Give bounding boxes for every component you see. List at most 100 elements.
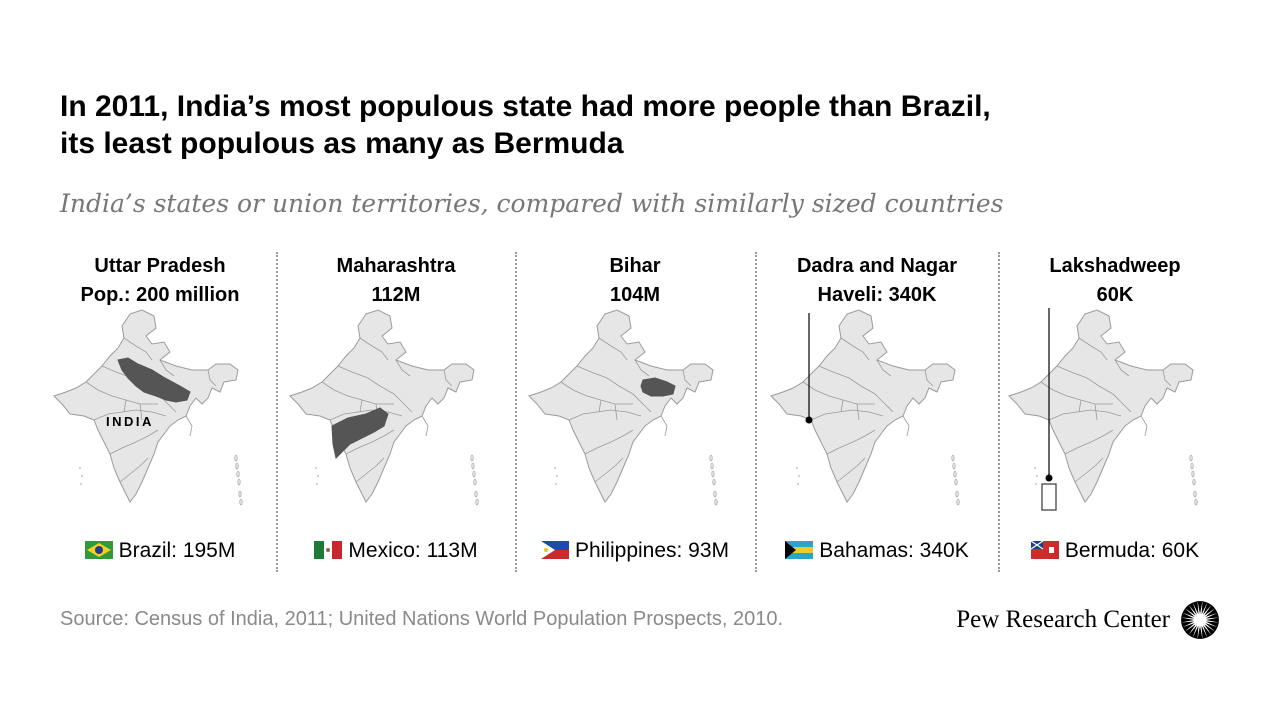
india-outline <box>528 309 718 506</box>
state-border <box>1094 403 1098 421</box>
country-comparison: Bahamas: 340K <box>757 539 997 563</box>
state-border <box>818 365 862 387</box>
state-population: 112M <box>371 284 421 306</box>
highlight-maharashtra <box>331 407 389 460</box>
panel-title: Maharashtra 112M <box>276 252 516 310</box>
state-border <box>1140 415 1148 437</box>
state-border <box>1098 385 1132 413</box>
island <box>81 475 83 477</box>
logo-ray <box>1204 624 1216 636</box>
india-map: INDIA <box>53 309 243 506</box>
state-border <box>379 385 413 413</box>
logo-ray <box>1203 602 1212 615</box>
islands-box <box>1041 483 1057 511</box>
country-comparison: Bermuda: 60K <box>995 539 1235 563</box>
logo-ray <box>1197 626 1203 639</box>
island <box>711 470 715 478</box>
island <box>796 467 798 469</box>
state-border <box>119 457 149 483</box>
state-border <box>1048 409 1122 421</box>
state-border <box>123 337 153 361</box>
state-border <box>109 429 159 455</box>
panel-bihar: Bihar 104M Philippines: 93M <box>515 250 755 580</box>
island <box>1190 462 1194 470</box>
mexico-flag-icon <box>314 541 343 559</box>
island <box>239 498 243 506</box>
panel-dadra-and-nagar-haveli: Dadra and Nagar Haveli: 340K Bahamas: 34… <box>757 250 997 580</box>
panel-title: Bihar 104M <box>515 252 755 310</box>
state-border <box>355 457 385 483</box>
source-note: Source: Census of India, 2011; United Na… <box>60 608 784 630</box>
island <box>238 490 242 498</box>
panel-title: Uttar Pradesh Pop.: 200 million <box>40 252 280 310</box>
island <box>79 467 81 469</box>
state-border <box>395 359 411 377</box>
logo-ray <box>1188 625 1197 638</box>
state-border <box>614 403 618 421</box>
map-country-label: INDIA <box>106 414 154 429</box>
state-population: 104M <box>609 284 661 306</box>
panel-divider <box>515 252 517 572</box>
state-border <box>836 457 866 483</box>
state-border <box>876 359 892 377</box>
chart-subtitle: India’s states or union territories, com… <box>60 189 1004 218</box>
country-comparison: Philippines: 93M <box>515 539 755 563</box>
state-border <box>207 369 217 387</box>
state-border <box>856 403 860 421</box>
island <box>556 475 558 477</box>
sunburst-logo-icon <box>1181 601 1219 639</box>
island <box>1035 483 1037 485</box>
india-landmass <box>1008 309 1194 503</box>
state-border <box>123 399 127 413</box>
island <box>798 475 800 477</box>
state-population: 60K <box>1096 284 1134 306</box>
state-border <box>598 399 602 413</box>
logo-ray <box>1181 617 1194 623</box>
logo-ray <box>1197 601 1203 614</box>
state-border <box>840 399 844 413</box>
island <box>714 498 718 506</box>
state-border <box>810 409 884 421</box>
bermuda-flag-icon <box>1030 541 1059 559</box>
india-map <box>289 309 479 506</box>
india-outline <box>289 309 479 506</box>
island <box>234 454 238 462</box>
logo-ray <box>1181 621 1195 628</box>
island <box>1191 470 1195 478</box>
logo-ray <box>1181 612 1195 619</box>
state-border <box>802 381 875 405</box>
panel-title: Lakshadweep 60K <box>995 252 1235 310</box>
island <box>315 467 317 469</box>
state-border <box>860 385 894 413</box>
island <box>710 462 714 470</box>
india-outline <box>770 309 960 506</box>
logo-ray <box>1192 601 1199 615</box>
logo-ray <box>1201 625 1208 639</box>
state-name: Dadra and Nagar <box>796 255 958 277</box>
india-map <box>1008 308 1198 511</box>
state-border <box>594 457 624 483</box>
logo-ray <box>1205 612 1219 619</box>
island <box>1194 498 1198 506</box>
state-border <box>329 409 403 421</box>
panel-title: Dadra and Nagar Haveli: 340K <box>757 252 997 310</box>
island <box>797 483 799 485</box>
state-name: Uttar Pradesh <box>94 255 226 277</box>
state-border <box>568 409 642 421</box>
panel-maharashtra: Maharashtra 112M Mexico: 113M <box>276 250 516 580</box>
country-label: Mexico: 113M <box>348 539 478 562</box>
logo-ray <box>1188 602 1197 615</box>
island <box>316 483 318 485</box>
chart-title: In 2011, India’s most populous state had… <box>60 88 1210 162</box>
country-comparison: Brazil: 195M <box>40 539 280 563</box>
island <box>237 478 241 486</box>
india-outline <box>1008 309 1198 506</box>
state-border <box>1074 457 1104 483</box>
logo-ray <box>1205 621 1219 628</box>
state-border <box>634 359 650 377</box>
logo-ray <box>1184 604 1196 616</box>
logo-ray <box>1205 608 1218 617</box>
island <box>955 490 959 498</box>
india-landmass <box>770 309 956 503</box>
panel-divider <box>998 252 1000 572</box>
